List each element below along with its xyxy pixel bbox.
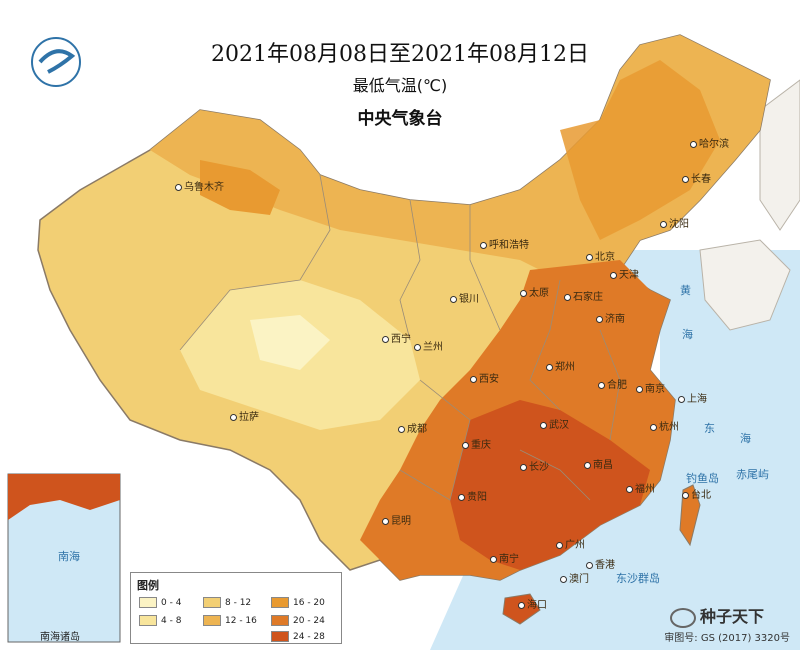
city-haikou: 海口: [518, 596, 547, 611]
city-fuzhou: 福州: [626, 480, 655, 495]
korea-land: [699, 239, 791, 331]
legend: 图例 0 - 4 4 - 8 8 - 12 12 - 16 16 - 20 20…: [130, 572, 342, 644]
zone-0-4-plateau: [250, 315, 330, 370]
city-jinan: 济南: [596, 310, 625, 325]
city-shanghai: 上海: [678, 390, 707, 405]
review-number: 审图号: GS (2017) 3320号: [664, 633, 790, 644]
city-taipei: 台北: [682, 486, 711, 501]
city-xining: 西宁: [382, 330, 411, 345]
city-macau: 澳门: [560, 570, 589, 585]
legend-item-5: 20 - 24: [271, 615, 325, 626]
logo-circle: [31, 37, 81, 87]
city-taiyuan: 太原: [520, 284, 549, 299]
map-title: 2021年08月08日至2021年08月12日: [211, 42, 589, 67]
legend-swatch-0: [139, 597, 157, 608]
zone-16-20-northeast: [560, 60, 720, 240]
neighbor-land: [759, 79, 800, 231]
city-hongkong: 香港: [586, 556, 615, 571]
city-guiyang: 贵阳: [458, 488, 487, 503]
legend-swatch-2: [203, 597, 221, 608]
city-shenyang: 沈阳: [660, 215, 689, 230]
label-huanghai-1: 黄: [680, 284, 691, 297]
legend-title: 图例: [137, 579, 159, 592]
legend-swatch-5: [271, 615, 289, 626]
city-zhengzhou: 郑州: [546, 358, 575, 373]
inset-land: [8, 474, 120, 520]
city-nanjing: 南京: [636, 380, 665, 395]
label-donghai-1: 东: [704, 422, 715, 435]
city-beijing: 北京: [586, 248, 615, 263]
city-kunming: 昆明: [382, 512, 411, 527]
city-urumqi: 乌鲁木齐: [175, 178, 224, 193]
city-shijiazhuang: 石家庄: [564, 288, 603, 303]
city-lhasa: 拉萨: [230, 408, 259, 423]
legend-swatch-1: [139, 615, 157, 626]
city-changchun: 长春: [682, 170, 711, 185]
watermark-icon: [670, 607, 696, 628]
legend-item-4: 16 - 20: [271, 597, 325, 608]
taiwan-island: [679, 484, 701, 547]
city-chongqing: 重庆: [462, 436, 491, 451]
zone-16-20-xinjiang: [200, 160, 280, 215]
map-subtitle: 最低气温(℃): [352, 76, 448, 95]
label-nanhai-inset: 南海: [58, 550, 80, 563]
legend-swatch-6: [271, 631, 289, 642]
city-guangzhou: 广州: [556, 536, 585, 551]
legend-swatch-4: [271, 597, 289, 608]
city-xian: 西安: [470, 370, 499, 385]
city-changsha: 长沙: [520, 458, 549, 473]
city-hohhot: 呼和浩特: [480, 236, 529, 251]
inset-caption: 南海诸岛: [40, 632, 80, 643]
label-huanghai-2: 海: [682, 328, 693, 341]
legend-item-2: 8 - 12: [203, 597, 251, 608]
legend-item-6: 24 - 28: [271, 631, 325, 642]
watermark: 种子天下: [670, 603, 764, 628]
city-lanzhou: 兰州: [414, 338, 443, 353]
label-donghai-2: 海: [740, 432, 751, 445]
map-agency: 中央气象台: [357, 109, 443, 129]
label-diaoyu: 钓鱼岛: [686, 472, 719, 485]
label-chiwei: 赤尾屿: [736, 468, 769, 481]
city-wuhan: 武汉: [540, 416, 569, 431]
city-tianjin: 天津: [610, 266, 639, 281]
legend-item-1: 4 - 8: [139, 615, 181, 626]
zone-24-28: [450, 400, 650, 570]
city-hangzhou: 杭州: [650, 418, 679, 433]
legend-swatch-3: [203, 615, 221, 626]
city-nanning: 南宁: [490, 550, 519, 565]
label-dongsha: 东沙群岛: [616, 572, 660, 585]
city-yinchuan: 银川: [450, 290, 479, 305]
province-boundaries: [179, 174, 621, 501]
hainan-island: [502, 593, 541, 625]
city-nanchang: 南昌: [584, 456, 613, 471]
city-harbin: 哈尔滨: [690, 135, 729, 150]
logo-swirl: [38, 49, 76, 74]
legend-item-0: 0 - 4: [139, 597, 181, 608]
city-chengdu: 成都: [398, 420, 427, 435]
legend-item-3: 12 - 16: [203, 615, 257, 626]
city-hefei: 合肥: [598, 376, 627, 391]
